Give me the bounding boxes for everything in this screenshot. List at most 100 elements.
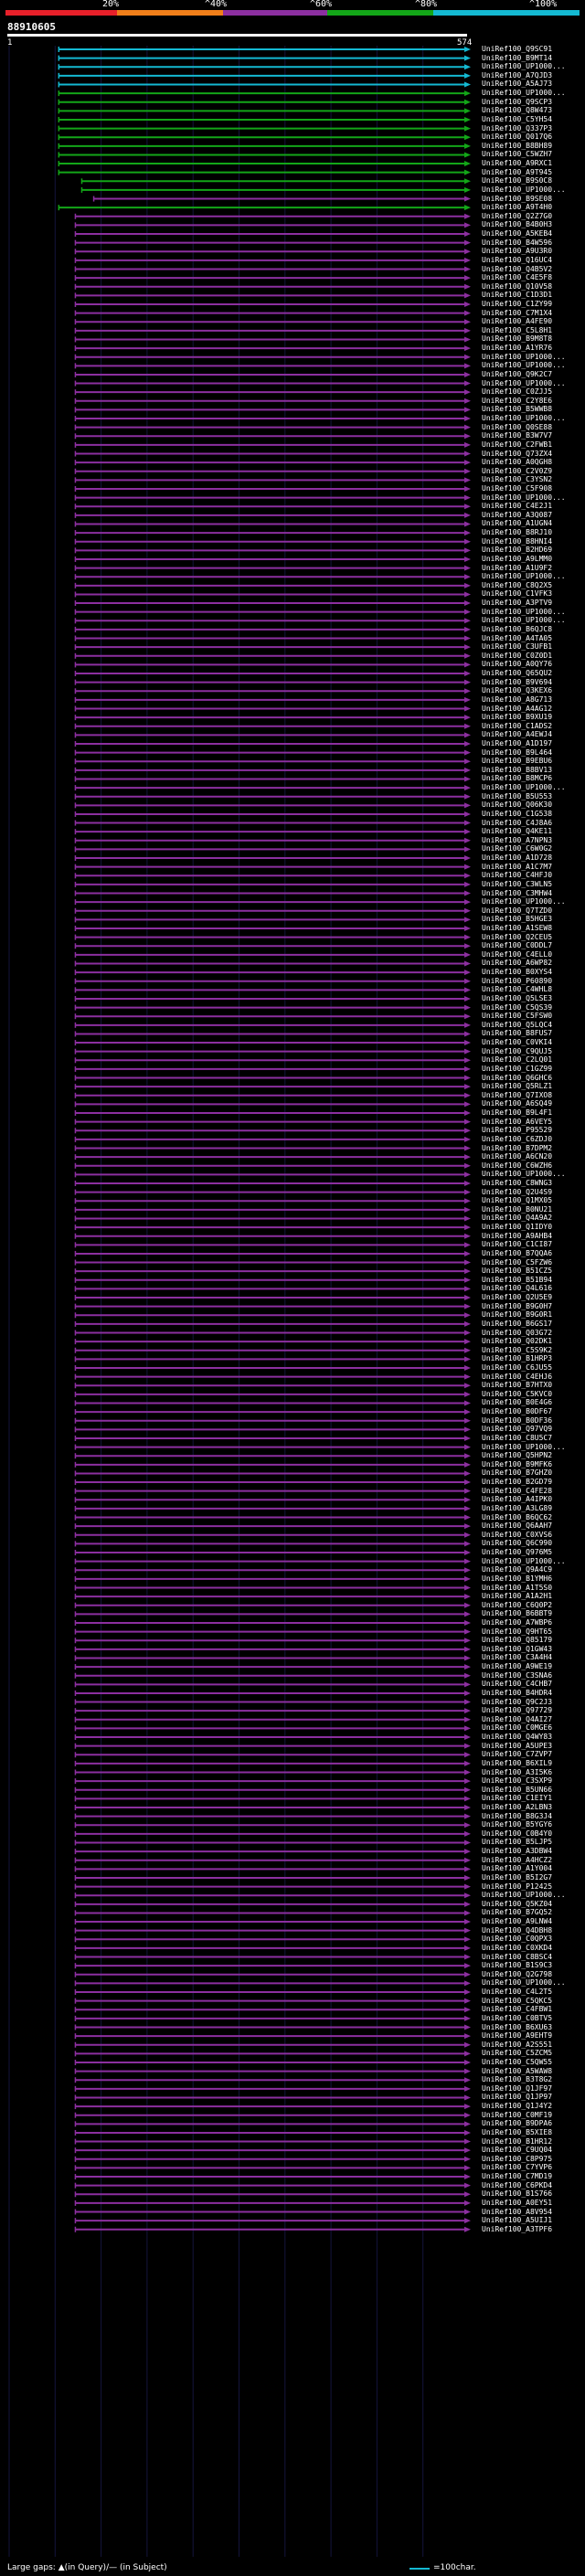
hit-label[interactable]: UniRef100_Q97729 bbox=[482, 1706, 553, 1715]
hit-label[interactable]: UniRef100_C4EHJ6 bbox=[482, 1372, 553, 1381]
hit-label[interactable]: UniRef100_C2V0Z9 bbox=[482, 466, 553, 475]
hit-label[interactable]: UniRef100_B5LJP5 bbox=[482, 1838, 553, 1847]
hit-label[interactable]: UniRef100_B5UN66 bbox=[482, 1785, 553, 1794]
hit-label[interactable]: UniRef100_A9RXC1 bbox=[482, 159, 553, 168]
hit-label[interactable]: UniRef100_B51B94 bbox=[482, 1275, 553, 1284]
hit-label[interactable]: UniRef100_C7M1X4 bbox=[482, 308, 553, 317]
hit-label[interactable]: UniRef100_Q6AAH7 bbox=[482, 1521, 553, 1531]
hit-label[interactable]: UniRef100_B5XIE8 bbox=[482, 2127, 553, 2136]
hit-label[interactable]: UniRef100_A7WBP6 bbox=[482, 1617, 553, 1627]
hit-label[interactable]: UniRef100_UP1000... bbox=[482, 414, 566, 423]
hit-label[interactable]: UniRef100_C5S9K2 bbox=[482, 1345, 553, 1354]
hit-label[interactable]: UniRef100_B7QQA6 bbox=[482, 1248, 553, 1257]
hit-label[interactable]: UniRef100_C3UFB1 bbox=[482, 642, 553, 652]
hit-label[interactable]: UniRef100_A9WE19 bbox=[482, 1662, 553, 1671]
hit-label[interactable]: UniRef100_C4E2J1 bbox=[482, 502, 553, 511]
hit-label[interactable]: UniRef100_Q9HT65 bbox=[482, 1627, 553, 1636]
hit-label[interactable]: UniRef100_A4TA05 bbox=[482, 633, 553, 642]
hit-label[interactable]: UniRef100_A9LNW4 bbox=[482, 1917, 553, 1926]
hit-label[interactable]: UniRef100_C8P975 bbox=[482, 2154, 553, 2163]
hit-label[interactable]: UniRef100_B9L464 bbox=[482, 747, 553, 757]
hit-label[interactable]: UniRef100_A1Y004 bbox=[482, 1864, 553, 1873]
hit-label[interactable]: UniRef100_B3T8G2 bbox=[482, 2075, 553, 2084]
hit-label[interactable]: UniRef100_Q7TZD0 bbox=[482, 906, 553, 915]
hit-label[interactable]: UniRef100_Q02DK1 bbox=[482, 1337, 553, 1346]
hit-label[interactable]: UniRef100_A1YR76 bbox=[482, 344, 553, 353]
hit-label[interactable]: UniRef100_C4WHL8 bbox=[482, 985, 553, 994]
hit-label[interactable]: UniRef100_Q337P3 bbox=[482, 123, 553, 133]
hit-label[interactable]: UniRef100_A9T4H0 bbox=[482, 203, 553, 212]
hit-label[interactable]: UniRef100_UP1000... bbox=[482, 1978, 566, 1988]
hit-label[interactable]: UniRef100_B5U553 bbox=[482, 791, 553, 800]
hit-label[interactable]: UniRef100_B7GQ52 bbox=[482, 1908, 553, 1917]
hit-label[interactable]: UniRef100_Q5LSE3 bbox=[482, 993, 553, 1002]
hit-label[interactable]: UniRef100_A3TPF6 bbox=[482, 2224, 553, 2233]
hit-label[interactable]: UniRef100_B4B0H3 bbox=[482, 220, 553, 229]
hit-label[interactable]: UniRef100_B1HR12 bbox=[482, 2136, 553, 2146]
hit-label[interactable]: UniRef100_A0QGH8 bbox=[482, 458, 553, 467]
hit-label[interactable]: UniRef100_A1T5S0 bbox=[482, 1583, 553, 1592]
hit-label[interactable]: UniRef100_UP1000... bbox=[482, 352, 566, 361]
hit-label[interactable]: UniRef100_Q0SE88 bbox=[482, 422, 553, 431]
hit-label[interactable]: UniRef100_C0BTV5 bbox=[482, 2013, 553, 2022]
hit-label[interactable]: UniRef100_B7DPM2 bbox=[482, 1143, 553, 1152]
hit-label[interactable]: UniRef100_B2GD79 bbox=[482, 1478, 553, 1487]
hit-label[interactable]: UniRef100_A2S551 bbox=[482, 2040, 553, 2049]
hit-label[interactable]: UniRef100_C1D3D1 bbox=[482, 291, 553, 300]
hit-label[interactable]: UniRef100_C3YSN2 bbox=[482, 475, 553, 484]
hit-label[interactable]: UniRef100_C3SNA6 bbox=[482, 1670, 553, 1680]
hit-label[interactable]: UniRef100_UP1000... bbox=[482, 89, 566, 98]
hit-label[interactable]: UniRef100_B9MT14 bbox=[482, 53, 553, 62]
hit-label[interactable]: UniRef100_C1CI87 bbox=[482, 1240, 553, 1249]
hit-label[interactable]: UniRef100_C7ZVP7 bbox=[482, 1750, 553, 1759]
hit-label[interactable]: UniRef100_C1EIY1 bbox=[482, 1794, 553, 1803]
hit-label[interactable]: UniRef100_Q1IDY0 bbox=[482, 1223, 553, 1232]
hit-label[interactable]: UniRef100_Q85179 bbox=[482, 1636, 553, 1645]
hit-label[interactable]: UniRef100_C5WZH7 bbox=[482, 150, 553, 159]
hit-label[interactable]: UniRef100_C5YH54 bbox=[482, 114, 553, 123]
hit-label[interactable]: UniRef100_Q5RLZ1 bbox=[482, 1082, 553, 1091]
hit-label[interactable]: UniRef100_B9DPA6 bbox=[482, 2119, 553, 2128]
hit-label[interactable]: UniRef100_A6VEY5 bbox=[482, 1117, 553, 1126]
hit-label[interactable]: UniRef100_Q10V58 bbox=[482, 281, 553, 291]
hit-label[interactable]: UniRef100_Q2Z7G0 bbox=[482, 211, 553, 220]
hit-label[interactable]: UniRef100_B9G0H7 bbox=[482, 1301, 553, 1310]
hit-label[interactable]: UniRef100_C1ADS2 bbox=[482, 721, 553, 730]
hit-label[interactable]: UniRef100_B7GHZ0 bbox=[482, 1468, 553, 1478]
hit-label[interactable]: UniRef100_Q1JP97 bbox=[482, 2093, 553, 2102]
hit-label[interactable]: UniRef100_A5UPE3 bbox=[482, 1741, 553, 1750]
hit-label[interactable]: UniRef100_A7QJD3 bbox=[482, 70, 553, 80]
hit-label[interactable]: UniRef100_UP1000... bbox=[482, 1442, 566, 1451]
hit-label[interactable]: UniRef100_Q7IXO8 bbox=[482, 1090, 553, 1099]
hit-label[interactable]: UniRef100_C0DDL7 bbox=[482, 941, 553, 950]
hit-label[interactable]: UniRef100_C3WLN5 bbox=[482, 879, 553, 888]
hit-label[interactable]: UniRef100_A5UIJ1 bbox=[482, 2216, 553, 2225]
hit-label[interactable]: UniRef100_Q06K30 bbox=[482, 800, 553, 810]
hit-label[interactable]: UniRef100_C0MF19 bbox=[482, 2110, 553, 2119]
hit-label[interactable]: UniRef100_C0ZJJ5 bbox=[482, 387, 553, 397]
hit-label[interactable]: UniRef100_A9U3R0 bbox=[482, 247, 553, 256]
hit-label[interactable]: UniRef100_C1ZY99 bbox=[482, 299, 553, 308]
hit-label[interactable]: UniRef100_A6CN20 bbox=[482, 1152, 553, 1161]
hit-label[interactable]: UniRef100_C0VKI4 bbox=[482, 1038, 553, 1047]
hit-label[interactable]: UniRef100_Q9SC91 bbox=[482, 45, 553, 53]
hit-label[interactable]: UniRef100_A1D728 bbox=[482, 853, 553, 863]
hit-label[interactable]: UniRef100_Q1JF97 bbox=[482, 2083, 553, 2093]
hit-label[interactable]: UniRef100_A3Q087 bbox=[482, 510, 553, 519]
hit-label[interactable]: UniRef100_B0DF36 bbox=[482, 1415, 553, 1425]
hit-label[interactable]: UniRef100_C5FSW0 bbox=[482, 1012, 553, 1021]
hit-label[interactable]: UniRef100_B9XU19 bbox=[482, 713, 553, 722]
hit-label[interactable]: UniRef100_C0Z0D1 bbox=[482, 651, 553, 660]
hit-label[interactable]: UniRef100_C3SXP9 bbox=[482, 1776, 553, 1786]
hit-label[interactable]: UniRef100_Q16UC4 bbox=[482, 255, 553, 264]
hit-label[interactable]: UniRef100_C6Q0P2 bbox=[482, 1600, 553, 1609]
hit-label[interactable]: UniRef100_Q5HPN2 bbox=[482, 1451, 553, 1460]
hit-label[interactable]: UniRef100_C7YVP6 bbox=[482, 2163, 553, 2172]
hit-label[interactable]: UniRef100_C4FBW1 bbox=[482, 2005, 553, 2014]
hit-label[interactable]: UniRef100_C0XVS6 bbox=[482, 1530, 553, 1539]
hit-label[interactable]: UniRef100_UP1000... bbox=[482, 1556, 566, 1565]
hit-label[interactable]: UniRef100_A1A2H1 bbox=[482, 1592, 553, 1601]
hit-label[interactable]: UniRef100_C8Q2X5 bbox=[482, 580, 553, 589]
hit-label[interactable]: UniRef100_B3W7V7 bbox=[482, 431, 553, 440]
hit-label[interactable]: UniRef100_Q2CEU5 bbox=[482, 932, 553, 941]
